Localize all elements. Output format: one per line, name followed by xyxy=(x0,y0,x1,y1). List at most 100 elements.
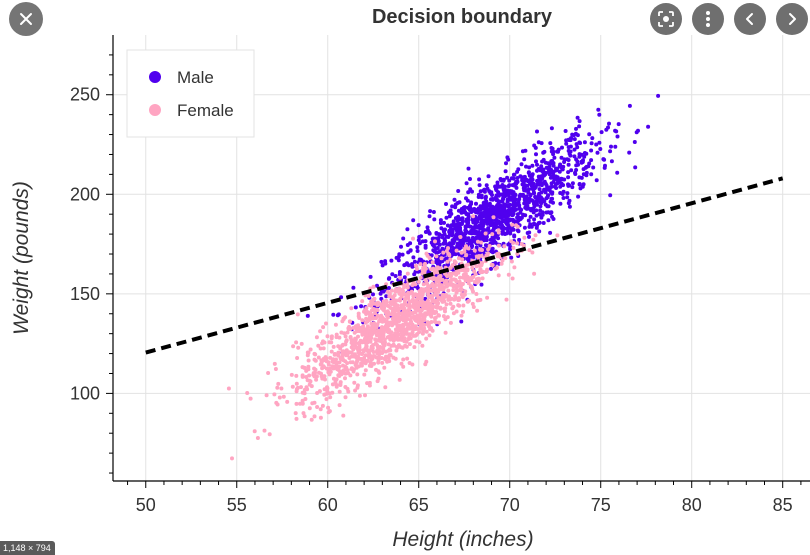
data-point xyxy=(473,236,478,241)
data-point xyxy=(450,232,455,237)
previous-button[interactable] xyxy=(734,3,766,35)
data-point xyxy=(473,217,478,222)
data-point xyxy=(490,241,495,245)
data-point xyxy=(367,317,372,322)
data-point xyxy=(515,169,520,174)
data-point xyxy=(566,145,571,150)
data-point xyxy=(532,271,537,276)
data-point xyxy=(507,202,512,207)
data-point xyxy=(331,366,336,371)
next-button[interactable] xyxy=(776,3,808,35)
data-point xyxy=(340,343,345,348)
data-point xyxy=(305,313,310,318)
data-point xyxy=(376,376,381,381)
data-point xyxy=(474,292,479,296)
data-point xyxy=(416,238,421,243)
data-point xyxy=(462,205,467,210)
data-point xyxy=(577,119,582,124)
data-point xyxy=(549,196,554,201)
data-point xyxy=(434,305,439,310)
data-point xyxy=(321,325,326,330)
data-point xyxy=(401,364,406,369)
data-point xyxy=(558,184,563,189)
data-point xyxy=(581,182,586,187)
data-point xyxy=(438,249,442,254)
data-point xyxy=(326,370,331,375)
data-point xyxy=(273,367,278,371)
more-options-button[interactable] xyxy=(692,3,724,35)
data-point xyxy=(343,342,348,347)
close-button[interactable] xyxy=(9,2,43,36)
data-point xyxy=(387,353,392,358)
data-point xyxy=(544,165,549,170)
data-point xyxy=(566,201,571,206)
data-point xyxy=(357,327,362,332)
data-point xyxy=(533,233,538,238)
data-point xyxy=(423,296,428,301)
data-point xyxy=(561,164,566,169)
data-point xyxy=(634,130,639,135)
data-point xyxy=(462,249,467,254)
data-point xyxy=(494,197,499,202)
data-point xyxy=(452,259,457,264)
data-point xyxy=(336,344,341,349)
data-point xyxy=(387,335,391,339)
data-point xyxy=(336,350,341,355)
data-point xyxy=(363,336,367,341)
data-point xyxy=(316,355,321,360)
data-point xyxy=(377,333,382,338)
data-point xyxy=(453,294,458,299)
data-point xyxy=(516,200,521,205)
data-point xyxy=(474,264,479,269)
data-point xyxy=(505,155,510,160)
data-point xyxy=(405,271,410,276)
x-tick-label: 60 xyxy=(318,495,338,515)
data-point xyxy=(406,250,411,255)
data-point xyxy=(465,299,470,304)
data-point xyxy=(577,182,582,187)
data-point xyxy=(587,132,592,137)
data-point xyxy=(505,197,510,202)
data-point xyxy=(419,290,424,295)
data-point xyxy=(436,276,441,281)
data-point xyxy=(465,257,470,262)
data-point xyxy=(405,356,410,361)
data-point xyxy=(407,332,412,337)
data-point xyxy=(578,186,583,191)
y-tick-label: 150 xyxy=(70,284,100,304)
data-point xyxy=(633,165,638,170)
data-point xyxy=(417,257,422,262)
data-point xyxy=(427,230,432,235)
data-point xyxy=(371,354,376,358)
data-point xyxy=(549,146,554,150)
data-point xyxy=(498,221,503,226)
data-point xyxy=(375,322,380,327)
data-point xyxy=(361,349,366,354)
data-point xyxy=(537,229,542,234)
data-point xyxy=(355,372,360,377)
data-point xyxy=(607,121,611,126)
data-point xyxy=(411,310,416,315)
data-point xyxy=(589,158,594,163)
data-point xyxy=(429,267,434,272)
lens-button[interactable] xyxy=(650,3,682,35)
data-point xyxy=(392,293,397,298)
data-point xyxy=(538,204,543,209)
data-point xyxy=(446,297,451,302)
data-point xyxy=(372,321,377,326)
data-point xyxy=(627,103,632,108)
data-point xyxy=(402,298,407,303)
data-point xyxy=(609,159,614,164)
data-point xyxy=(470,251,475,256)
data-point xyxy=(490,263,495,267)
data-point xyxy=(440,299,445,304)
data-point xyxy=(432,248,437,253)
data-point xyxy=(441,287,446,292)
data-point xyxy=(580,160,585,164)
data-point xyxy=(390,272,395,277)
data-point xyxy=(450,263,455,268)
data-point xyxy=(302,387,307,392)
data-point xyxy=(510,217,515,222)
data-point xyxy=(359,304,364,309)
data-point xyxy=(445,223,450,228)
